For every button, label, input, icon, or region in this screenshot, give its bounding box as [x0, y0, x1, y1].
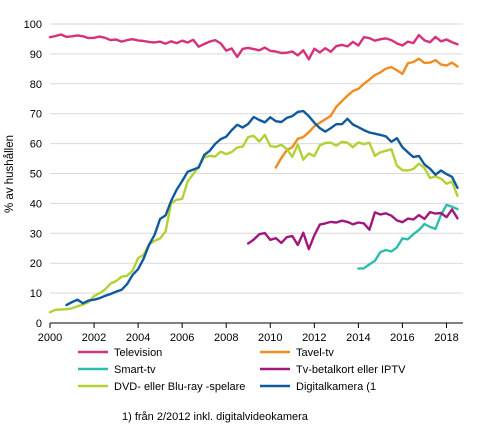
legend-label: Digitalkamera (1	[296, 381, 376, 393]
x-tick-label: 2008	[214, 332, 238, 344]
legend-label: Smart-tv	[114, 364, 156, 376]
series-line-4	[246, 208, 459, 251]
y-tick-label: 70	[30, 109, 42, 121]
legend-item: Tavel-tv	[260, 347, 334, 359]
legend-item: Tv-betalkort eller IPTV	[260, 364, 406, 376]
x-tick-label: 2018	[434, 332, 458, 344]
x-tick-label: 2014	[346, 332, 370, 344]
y-tick-label: 80	[30, 79, 42, 91]
x-tick-label: 2010	[258, 332, 282, 344]
y-tick-label: 10	[30, 288, 42, 300]
legend: Television Tavel-tv Smart-tv Tv-betalkort e…	[78, 347, 406, 393]
legend-label: Tv-betalkort eller IPTV	[296, 364, 406, 376]
legend-item: Television	[78, 347, 162, 359]
legend-label: Television	[114, 347, 162, 359]
x-tick-label: 2012	[302, 332, 326, 344]
y-tick-label: 100	[24, 19, 42, 31]
series-line-2	[274, 57, 459, 169]
y-axis-label: % av hushållen	[4, 135, 16, 213]
series-line-1	[48, 33, 459, 61]
axes	[49, 322, 463, 328]
x-tick-label: 2000	[38, 332, 62, 344]
y-tick-label: 40	[30, 198, 42, 210]
x-tick-label: 2006	[170, 332, 194, 344]
y-tick-label: 90	[30, 49, 42, 61]
series-lines	[48, 33, 459, 314]
y-tick-label: 50	[30, 169, 42, 181]
x-tick-labels: 2000 2002 2004 2006 2008 2010 2012 2014 2016 2018	[38, 332, 459, 344]
legend-label: Tavel-tv	[296, 347, 334, 359]
y-tick-label: 60	[30, 139, 42, 151]
y-tick-labels: 0 10 20 30 40 50 60 70 80 90 100	[24, 19, 42, 330]
legend-item: Digitalkamera (1	[260, 381, 376, 393]
series-line-6	[65, 109, 459, 307]
x-tick-label: 2002	[82, 332, 106, 344]
series-line-3	[357, 203, 459, 270]
legend-item: Smart-tv	[78, 364, 156, 376]
y-tick-label: 0	[36, 318, 42, 330]
x-tick-label: 2004	[126, 332, 150, 344]
x-tick-label: 2016	[390, 332, 414, 344]
gridlines	[50, 23, 463, 294]
legend-label: DVD- eller Blu-ray -spelare	[114, 381, 245, 393]
y-tick-label: 20	[30, 258, 42, 270]
y-tick-label: 30	[30, 228, 42, 240]
series-line-5	[48, 133, 459, 314]
legend-item: DVD- eller Blu-ray -spelare	[78, 381, 245, 393]
footnote: 1) från 2/2012 inkl. digitalvideokamera	[122, 411, 309, 423]
